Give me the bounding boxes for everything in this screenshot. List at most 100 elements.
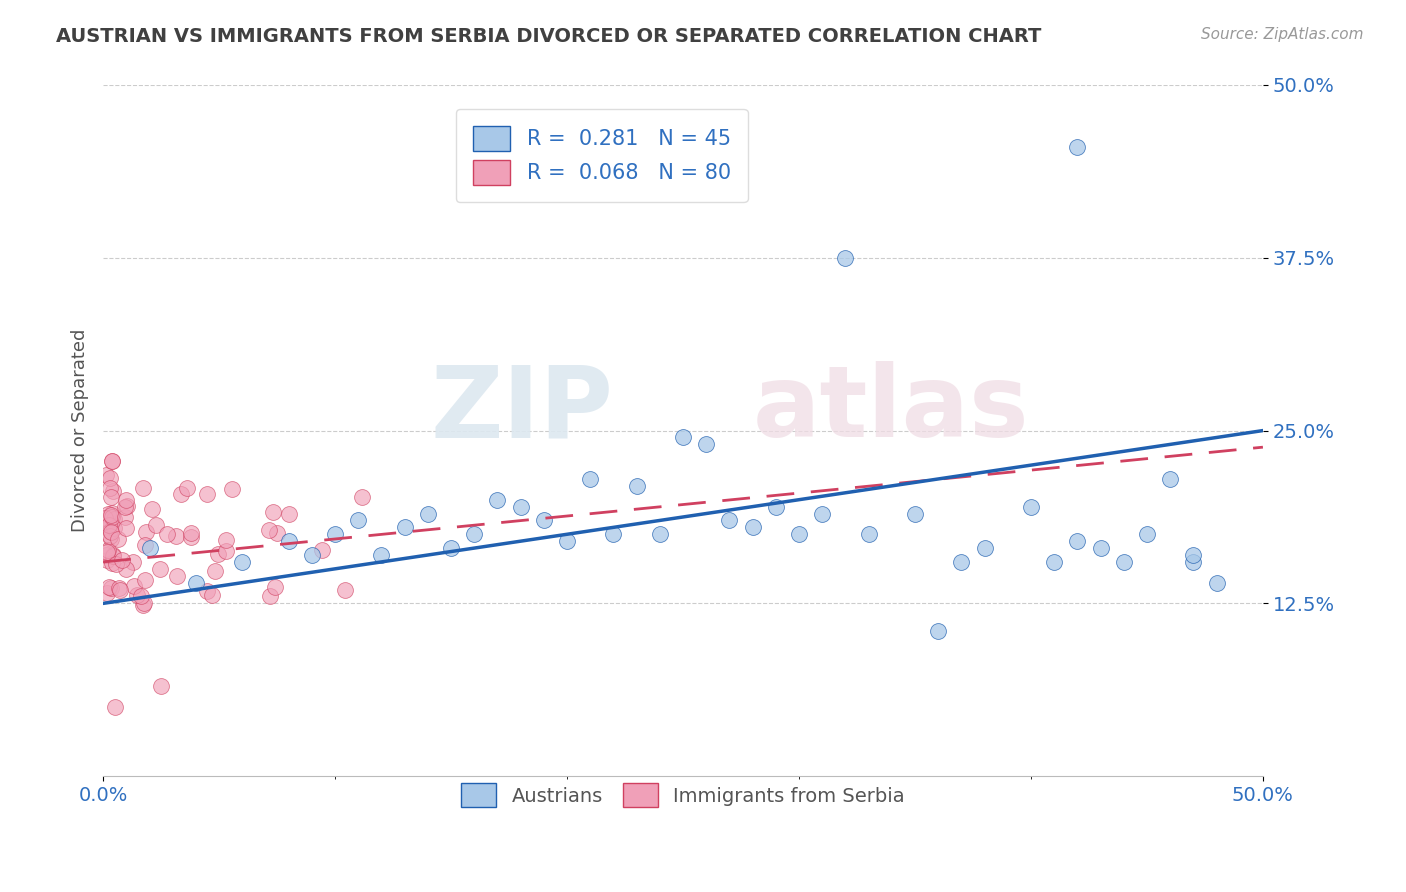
Point <box>626 479 648 493</box>
Point <box>122 555 145 569</box>
Point <box>100 525 122 540</box>
Point <box>111 553 134 567</box>
Point <box>301 548 323 562</box>
Text: Source: ZipAtlas.com: Source: ZipAtlas.com <box>1201 27 1364 42</box>
Point <box>107 533 129 547</box>
Point <box>97 542 120 557</box>
Point <box>195 487 218 501</box>
Text: ZIP: ZIP <box>430 361 613 458</box>
Point <box>221 482 243 496</box>
Point <box>100 532 122 546</box>
Point <box>100 509 122 524</box>
Point <box>103 521 125 535</box>
Point <box>718 513 741 527</box>
Point <box>96 586 118 600</box>
Point <box>134 573 156 587</box>
Point <box>145 518 167 533</box>
Point <box>101 548 124 562</box>
Text: atlas: atlas <box>752 361 1029 458</box>
Point <box>195 584 218 599</box>
Point <box>184 575 207 590</box>
Point <box>394 520 416 534</box>
Point <box>1066 140 1088 154</box>
Point <box>96 545 118 559</box>
Point <box>904 507 927 521</box>
Point <box>323 527 346 541</box>
Point <box>180 531 202 545</box>
Point <box>98 481 121 495</box>
Point <box>135 525 157 540</box>
Point <box>259 589 281 603</box>
Point <box>602 527 624 541</box>
Point <box>741 520 763 534</box>
Point <box>94 468 117 483</box>
Point <box>927 624 949 638</box>
Point <box>333 582 356 597</box>
Point <box>166 569 188 583</box>
Point <box>96 548 118 562</box>
Point <box>509 500 531 514</box>
Point <box>110 582 132 597</box>
Point <box>277 508 299 522</box>
Point <box>100 490 122 504</box>
Point <box>973 541 995 555</box>
Point <box>129 589 152 603</box>
Point <box>787 527 810 541</box>
Point <box>101 549 124 563</box>
Point <box>579 472 602 486</box>
Point <box>695 437 717 451</box>
Point <box>1159 472 1181 486</box>
Point <box>132 598 155 612</box>
Point <box>1066 534 1088 549</box>
Point <box>311 542 333 557</box>
Point <box>347 513 370 527</box>
Point <box>277 534 299 549</box>
Point <box>215 533 238 548</box>
Point <box>100 581 122 595</box>
Point <box>98 518 121 533</box>
Point <box>1112 555 1135 569</box>
Point <box>122 578 145 592</box>
Point <box>170 487 193 501</box>
Point <box>114 562 136 576</box>
Point <box>533 513 555 527</box>
Point <box>165 529 187 543</box>
Point <box>204 565 226 579</box>
Point <box>416 507 439 521</box>
Text: AUSTRIAN VS IMMIGRANTS FROM SERBIA DIVORCED OR SEPARATED CORRELATION CHART: AUSTRIAN VS IMMIGRANTS FROM SERBIA DIVOR… <box>56 27 1042 45</box>
Point <box>1090 541 1112 555</box>
Point <box>134 538 156 552</box>
Point <box>765 500 787 514</box>
Point <box>1043 555 1066 569</box>
Point <box>115 500 138 514</box>
Point <box>103 512 125 526</box>
Point <box>114 510 136 524</box>
Point <box>101 454 124 468</box>
Point <box>98 524 121 538</box>
Point <box>100 508 122 523</box>
Point <box>231 555 253 569</box>
Point <box>156 526 179 541</box>
Point <box>114 500 136 515</box>
Point <box>858 527 880 541</box>
Point <box>141 502 163 516</box>
Point <box>648 527 671 541</box>
Point <box>1182 548 1205 562</box>
Point <box>214 544 236 558</box>
Point <box>100 528 122 542</box>
Point <box>370 548 392 562</box>
Point <box>1182 555 1205 569</box>
Point <box>350 490 373 504</box>
Point <box>132 596 155 610</box>
Point <box>176 481 198 495</box>
Point <box>97 517 120 532</box>
Point <box>180 526 202 541</box>
Point <box>101 506 124 520</box>
Point <box>98 471 121 485</box>
Point <box>150 679 173 693</box>
Point <box>115 492 138 507</box>
Point <box>463 527 485 541</box>
Point <box>96 553 118 567</box>
Point <box>834 251 856 265</box>
Point <box>107 582 129 596</box>
